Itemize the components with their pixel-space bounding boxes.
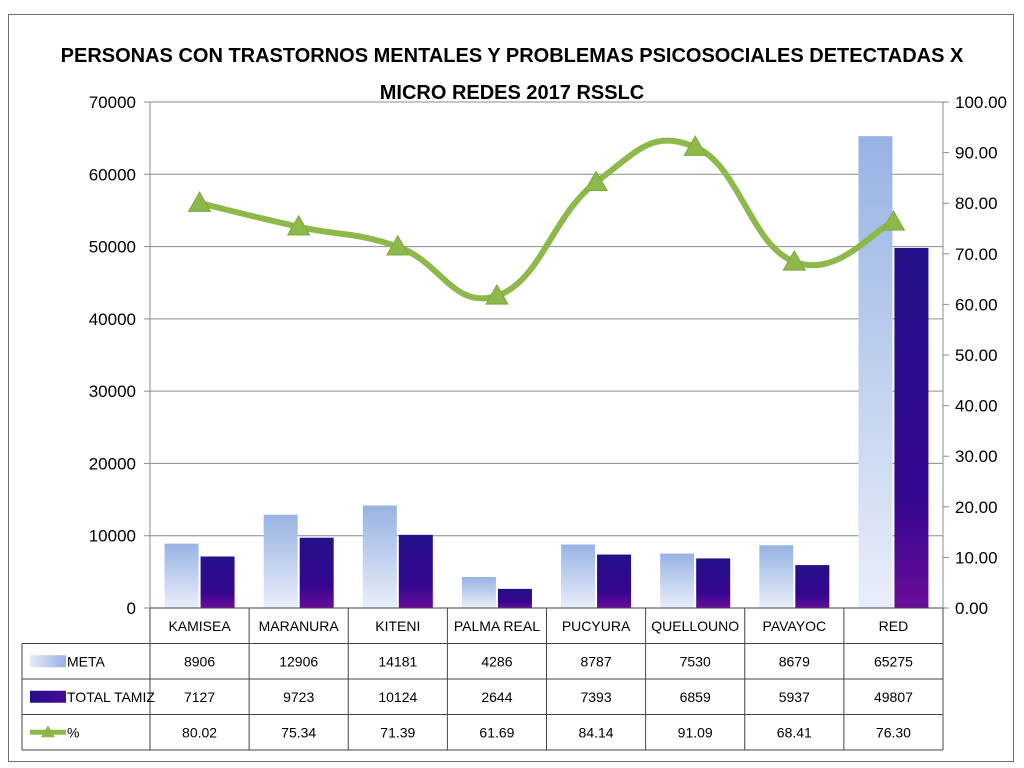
left-axis-tick-label: 50000 (89, 238, 136, 257)
chart-title-line-1: PERSONAS CON TRASTORNOS MENTALES Y PROBL… (61, 45, 964, 67)
table-cell-value: 6859 (680, 689, 711, 705)
left-axis-tick-label: 20000 (89, 454, 136, 473)
bar-total-tamiz (398, 534, 433, 608)
data-table: KAMISEA MARANURA KITENI PALMA REAL PUCYURA QU… (21, 607, 944, 751)
bar-meta (660, 553, 695, 608)
category-label: RED (879, 618, 909, 634)
bars (164, 136, 929, 608)
right-axis-tick-label: 60.00 (955, 295, 998, 314)
table-cell-value: 7393 (580, 689, 611, 705)
table-cell-value: 91.09 (678, 724, 713, 740)
table-cell-value: 12906 (279, 653, 318, 669)
table-cell-value: 8787 (580, 653, 611, 669)
bar-meta (164, 543, 199, 608)
legend-label: META (67, 653, 106, 669)
bar-total-tamiz (597, 554, 632, 608)
category-label: MARANURA (259, 618, 340, 634)
percent-marker (782, 249, 807, 271)
chart-title-line-2: MICRO REDES 2017 RSSLC (380, 82, 645, 104)
left-axis-tick-label: 70000 (89, 93, 136, 112)
table-cell-value: 71.39 (380, 724, 415, 740)
table-cell-value: 8906 (184, 653, 215, 669)
category-label: PUCYURA (562, 618, 631, 634)
table-cell-value: 68.41 (777, 724, 812, 740)
category-label: KITENI (375, 618, 420, 634)
percent-marker (881, 209, 906, 231)
legend-label: TOTAL TAMIZ (67, 689, 155, 705)
category-label: PALMA REAL (454, 618, 540, 634)
table-cell-value: 14181 (378, 653, 417, 669)
category-label: PAVAYOC (763, 618, 827, 634)
table-cell-value: 61.69 (479, 724, 514, 740)
legend-key-meta (30, 655, 66, 668)
percent-marker (187, 191, 212, 212)
left-axis-tick-label: 30000 (89, 382, 136, 401)
category-label: KAMISEA (168, 618, 231, 634)
bar-total-tamiz (696, 558, 731, 608)
table-cell-value: 65275 (874, 653, 913, 669)
bar-meta (858, 136, 893, 608)
bar-meta (561, 544, 596, 608)
table-cell-value: 84.14 (579, 724, 614, 740)
percent-marker (286, 214, 311, 236)
table-cell-value: 8679 (779, 653, 810, 669)
bar-total-tamiz (299, 537, 334, 608)
right-axis-tick-label: 0.00 (955, 599, 988, 618)
table-cell-value: 76.30 (876, 724, 911, 740)
table-cell-value: 5937 (779, 689, 810, 705)
right-axis-tick-label: 90.00 (955, 144, 998, 163)
bar-total-tamiz (894, 247, 929, 608)
right-axis-tick-label: 50.00 (955, 346, 998, 365)
percent-marker (485, 283, 509, 305)
table-cell-value: 9723 (283, 689, 314, 705)
bar-total-tamiz (200, 556, 235, 608)
percent-series-line (196, 137, 897, 302)
table-cell-value: 80.02 (182, 724, 217, 740)
percent-marker (683, 135, 708, 156)
bar-meta (759, 545, 794, 608)
chart-frame (8, 14, 1014, 762)
table-cell-value: 49807 (874, 689, 913, 705)
bar-total-tamiz (497, 588, 532, 608)
axes: 0 10000 20000 30000 40000 50000 60000 70000 0.00… (89, 93, 1007, 618)
gridlines (150, 101, 943, 537)
bar-meta (263, 514, 298, 608)
table-cell-value: 75.34 (281, 724, 316, 740)
left-axis-tick-label: 60000 (89, 165, 136, 184)
left-axis-tick-label: 0 (127, 599, 136, 618)
left-axis-tick-label: 40000 (89, 310, 136, 329)
right-axis-tick-label: 100.00 (955, 93, 1007, 112)
right-axis-tick-label: 30.00 (955, 447, 998, 466)
bar-meta (461, 577, 496, 608)
bar-total-tamiz (795, 565, 830, 608)
right-axis-tick-label: 10.00 (955, 548, 998, 567)
table-cell-value: 2644 (481, 689, 512, 705)
table-cell-value: 7530 (680, 653, 711, 669)
table-cell-value: 4286 (481, 653, 512, 669)
table-cell-value: 7127 (184, 689, 215, 705)
left-axis-tick-label: 10000 (89, 527, 136, 546)
legend-key-total-tamiz (30, 690, 66, 703)
right-axis-tick-label: 70.00 (955, 245, 998, 264)
table-cell-value: 10124 (378, 689, 417, 705)
percent-line (187, 135, 906, 305)
percent-marker (584, 170, 608, 192)
legend-key-percent-marker (41, 725, 55, 738)
percent-marker (385, 234, 410, 256)
legend-label: % (67, 724, 79, 740)
right-axis-tick-label: 40.00 (955, 397, 998, 416)
right-axis-tick-label: 20.00 (955, 498, 998, 517)
category-label: QUELLOUNO (651, 618, 739, 634)
bar-meta (362, 505, 397, 608)
right-axis-tick-label: 80.00 (955, 194, 998, 213)
